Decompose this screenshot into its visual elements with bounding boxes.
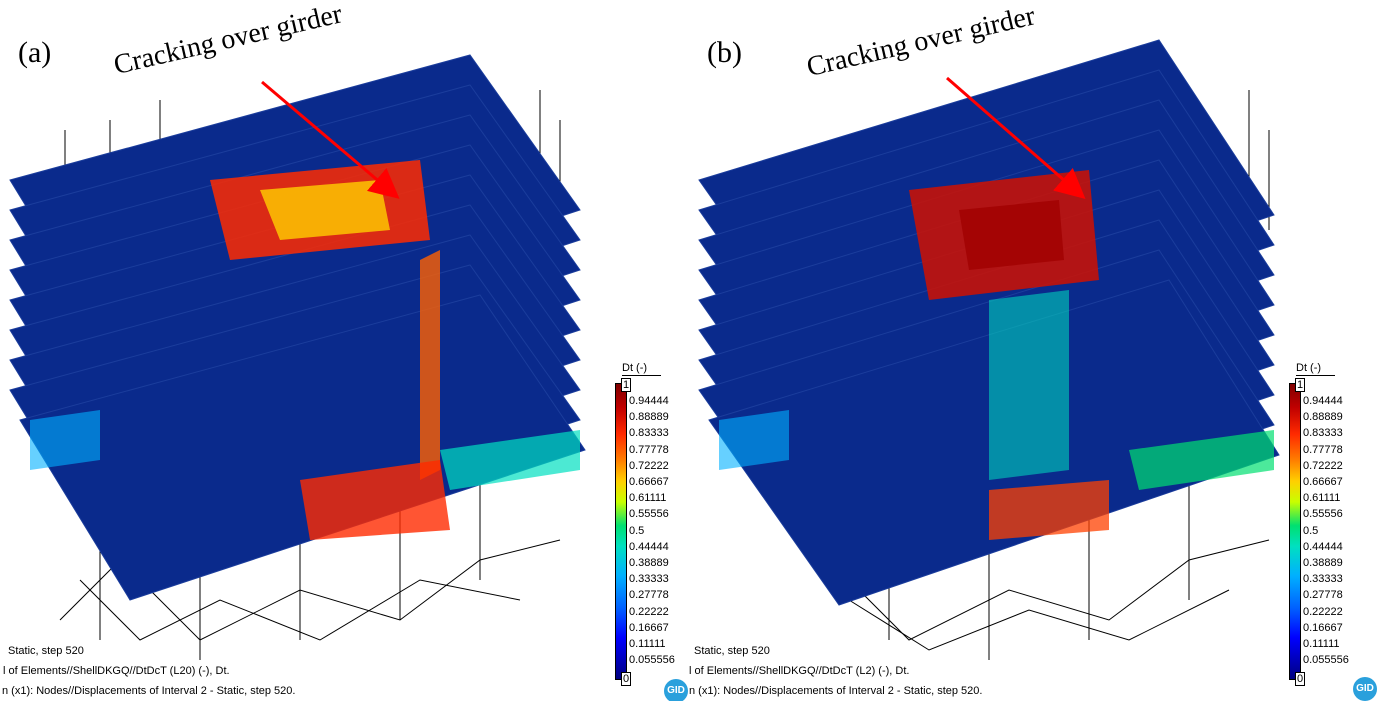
legend-min: 0 (621, 672, 632, 686)
legend-tick: 0.11111 (1303, 638, 1340, 650)
footer-line-3: n (x1): Nodes//Displacements of Interval… (2, 685, 296, 697)
footer-line-1: Static, step 520 (8, 645, 84, 657)
panel-label: (b) (707, 36, 742, 69)
color-scale-bar (1289, 383, 1301, 680)
annotation-arrow-b (946, 76, 1086, 199)
legend-tick: 0.44444 (629, 540, 669, 553)
footer-line-2: l of Elements//ShellDKGQ//DtDcT (L2) (-)… (689, 665, 910, 677)
legend-tick: 0.77778 (1303, 443, 1343, 456)
legend-tick: 0.55556 (629, 508, 669, 521)
legend-tick: 0.94444 (1303, 395, 1343, 407)
model-render-a (9, 54, 586, 660)
footer-line-1: Static, step 520 (694, 645, 770, 657)
footer-line-2: l of Elements//ShellDKGQ//DtDcT (L20) (-… (3, 665, 230, 677)
legend-tick: 0.16667 (1303, 621, 1343, 634)
panel-a: (a) Cracking over girder Dt (-) 1 0.9444… (0, 0, 689, 701)
legend-tick: 0.72222 (1303, 459, 1343, 472)
legend-title: Dt (-) (622, 362, 662, 376)
legend-tick: 0.61111 (1303, 492, 1341, 505)
legend-tick: 0.66667 (1303, 476, 1343, 488)
legend-tick: 0.44444 (1303, 540, 1343, 553)
gid-logo: GID (664, 679, 688, 701)
legend-title: Dt (-) (1296, 362, 1336, 376)
legend-tick: 0.66667 (629, 476, 669, 488)
legend-tick: 0.72222 (629, 459, 669, 472)
legend-tick: 0.5 (1303, 524, 1319, 537)
color-scale-bar (615, 383, 627, 680)
legend-tick: 0.55556 (1303, 508, 1343, 521)
legend-tick: 0.055556 (629, 654, 675, 667)
annotation-arrow-a (261, 80, 400, 199)
legend-tick: 0.38889 (1303, 557, 1343, 569)
legend-max: 1 (621, 378, 632, 392)
legend-tick: 0.22222 (1303, 605, 1343, 618)
legend-tick: 0.22222 (629, 605, 669, 618)
legend-tick: 0.88889 (1303, 411, 1343, 424)
footer-line-3: n (x1): Nodes//Displacements of Interval… (689, 685, 983, 697)
legend-tick: 0.5 (629, 524, 645, 537)
legend-tick: 0.88889 (629, 411, 669, 424)
legend-tick: 0.38889 (629, 557, 669, 569)
model-render-b (698, 39, 1280, 660)
legend-tick: 0.83333 (629, 427, 669, 440)
legend-tick: 0.83333 (1303, 427, 1343, 440)
floor-slabs-a (9, 54, 586, 601)
crack-zones-b (719, 170, 1274, 540)
panel-label: (a) (18, 36, 52, 69)
legend-tick: 0.055556 (1303, 654, 1349, 667)
legend-tick: 0.16667 (629, 621, 669, 634)
legend-min: 0 (1295, 672, 1306, 686)
panel-b: (b) Cracking over girder Dt (-) 1 0.9444… (689, 0, 1379, 701)
legend-tick: 0.27778 (1303, 589, 1343, 602)
legend-tick: 0.94444 (629, 395, 669, 407)
gid-logo: GID (1353, 677, 1377, 701)
legend-max: 1 (1295, 378, 1306, 392)
legend-tick: 0.33333 (1303, 573, 1343, 586)
legend-tick: 0.77778 (629, 443, 669, 456)
legend-tick: 0.61111 (629, 492, 667, 505)
legend-tick: 0.11111 (629, 638, 666, 650)
legend-tick: 0.27778 (629, 589, 669, 602)
legend-tick: 0.33333 (629, 573, 669, 586)
